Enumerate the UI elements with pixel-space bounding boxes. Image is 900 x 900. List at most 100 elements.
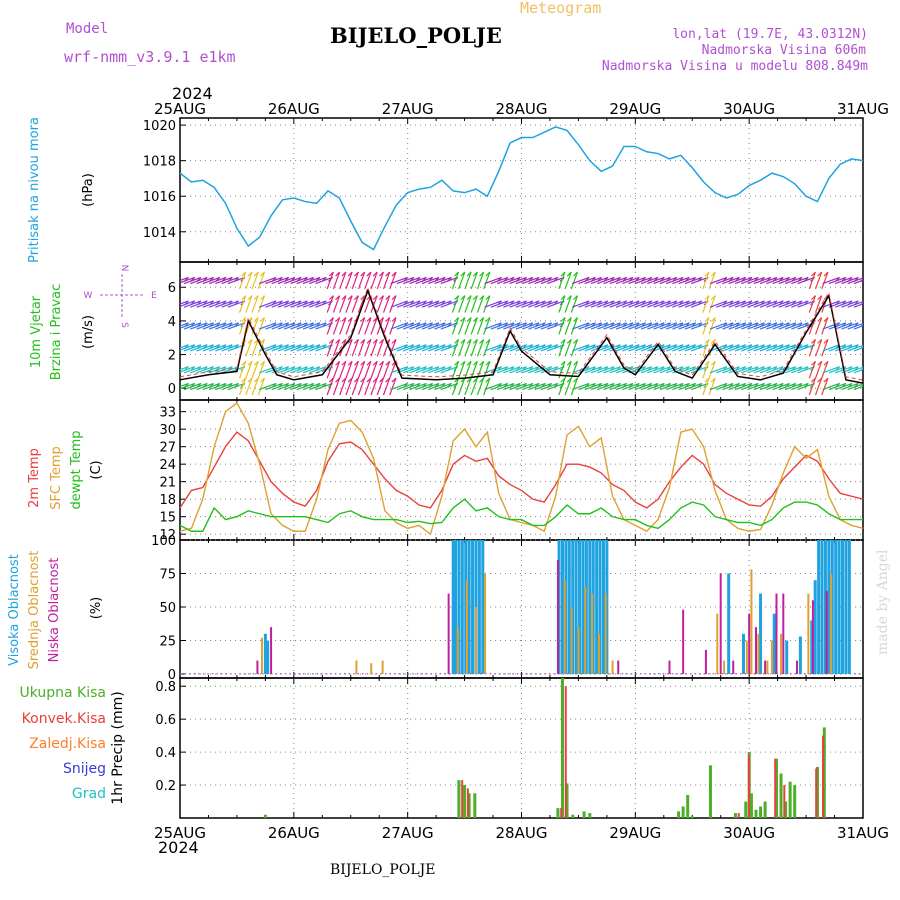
cloud-baseline-dot (334, 672, 337, 675)
x-label-bottom: 28AUG (496, 824, 548, 842)
wind-barb (797, 276, 815, 285)
wind-barb (609, 300, 627, 308)
cloud-baseline-dot (489, 672, 492, 675)
wind-barb-tick (241, 360, 247, 366)
wind-barb (509, 366, 527, 374)
wind-barb (345, 271, 353, 290)
wind-barb (766, 300, 784, 308)
precip-bar (708, 765, 712, 818)
wind-barb (440, 276, 458, 285)
cloud-bar (827, 540, 831, 674)
wind-barb (257, 295, 266, 313)
wind-barb (734, 366, 753, 374)
cloud-baseline-dot (239, 672, 241, 675)
precip-bar (822, 735, 825, 818)
wind-barb (257, 361, 266, 379)
wind-barb-tick (472, 271, 478, 277)
y-tick-label: 1020 (143, 119, 176, 134)
wind-barb (309, 276, 327, 285)
y-tick-label: 12 (159, 528, 176, 543)
cloud-baseline-dot (243, 672, 246, 675)
wind-barb (622, 344, 640, 352)
wind-barb (772, 344, 790, 352)
y-tick-label: 1016 (143, 190, 176, 205)
wind-barb (603, 322, 621, 330)
wind-barb (853, 303, 863, 308)
wind-barb-tick (241, 271, 247, 277)
wind-barb (716, 276, 734, 285)
wind-barb (503, 322, 521, 330)
cloud-baseline-dot (316, 672, 319, 675)
wind-barb (284, 366, 302, 374)
wind-barb (382, 317, 391, 335)
wind-barb (578, 344, 596, 352)
wind-barb (370, 377, 378, 396)
wind-barb-tick (372, 360, 378, 366)
wind-barb (702, 295, 710, 313)
wind-barb (476, 271, 485, 290)
wind-barb-tick (372, 295, 378, 301)
wind-barb (484, 322, 502, 330)
wind-barb (409, 382, 427, 391)
cloud-bar (775, 593, 778, 674)
wind-barb (853, 385, 863, 391)
precip-bar (793, 785, 797, 818)
cloud-baseline-dot (362, 672, 364, 675)
wind-barb-tick (379, 317, 384, 322)
cloud-baseline-dot (421, 672, 423, 675)
wind-barb (778, 322, 796, 330)
wind-barb-tick (566, 377, 572, 383)
wind-barb (558, 339, 566, 357)
wind-barb (784, 322, 803, 330)
cloud-bar (557, 540, 561, 674)
wind-barb (180, 366, 195, 373)
wind-barb (772, 276, 790, 285)
high-cloud-label: Visoka Oblacnost (7, 554, 22, 666)
wind-barb (564, 339, 572, 357)
wind-barb (180, 344, 189, 349)
wind-barb (315, 322, 333, 330)
wind-barb (180, 276, 189, 282)
wind-barb (238, 317, 247, 335)
cloud-bar (604, 593, 607, 674)
wind-barb (690, 344, 709, 352)
wind-barb (622, 276, 640, 285)
wind-barb (315, 382, 333, 391)
wind-barb (722, 322, 740, 330)
wind-barb (546, 322, 565, 330)
panel-1: 1014 1016 1018 1020 (143, 117, 864, 263)
cloud-bar (745, 640, 748, 674)
wind-barb-tick (335, 295, 341, 301)
wind-barb (196, 366, 214, 374)
wind-barb (521, 322, 540, 330)
wind-barb (326, 271, 334, 290)
wind-barb (470, 317, 478, 335)
wind-barb-tick (466, 317, 472, 322)
wind-barb-tick (472, 295, 478, 301)
y-tick-label: 100 (151, 534, 176, 549)
wind-barb (382, 271, 391, 290)
wind-barb-tick (479, 360, 485, 366)
cloud-baseline-dot (307, 672, 309, 675)
cloud-bar (597, 633, 600, 674)
wind-barb (640, 322, 659, 330)
cloud-baseline-dot (275, 672, 278, 675)
wind-barb (208, 344, 227, 352)
y-tick-label: 24 (159, 458, 176, 473)
wind-barb (402, 366, 421, 374)
cloud-bar (460, 540, 464, 674)
wind-barb-tick (823, 271, 829, 277)
cloud-baseline-dot (794, 672, 797, 675)
precip-bar (763, 801, 767, 818)
wind-barb (271, 382, 289, 391)
wind-barb (357, 271, 366, 290)
cloud-bar (591, 593, 594, 674)
wind-barb-tick (817, 271, 823, 277)
cloud-baseline-dot (353, 672, 355, 675)
wind-barb (277, 322, 296, 330)
cloud-bar (467, 540, 471, 674)
wind-barb-tick (260, 360, 265, 366)
wind-barb (370, 339, 378, 357)
y-tick-label: 25 (159, 634, 176, 649)
wind-barb (615, 276, 634, 285)
